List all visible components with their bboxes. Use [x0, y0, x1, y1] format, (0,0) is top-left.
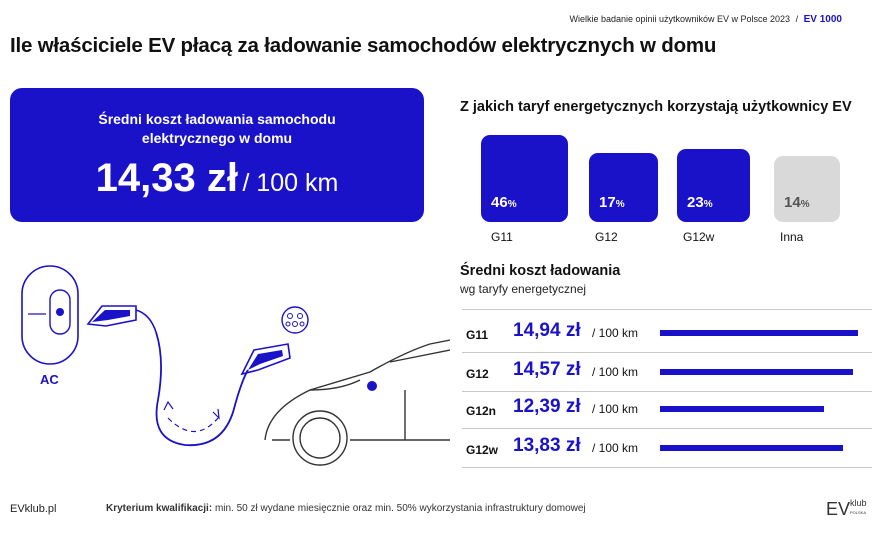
tariff-value-label: 14%: [784, 194, 810, 211]
cost-row-bar: [660, 330, 858, 336]
average-cost-label-line1: Średni koszt ładowania samochodu: [98, 111, 336, 127]
cost-chart-subtitle: wg taryfy energetycznej: [460, 282, 587, 296]
cost-row-unit: / 100 km: [592, 326, 639, 340]
cost-row-unit: / 100 km: [592, 441, 639, 455]
cost-row-value: 13,83 zł: [513, 435, 581, 456]
cost-row-tariff: G12w: [466, 443, 499, 457]
cost-row: G12w 13,83 zł / 100 km: [462, 432, 872, 468]
plug-right-icon: [240, 343, 291, 376]
cost-row: G11 14,94 zł / 100 km: [462, 317, 872, 353]
criterion-label: Kryterium kwalifikacji:: [106, 503, 213, 514]
survey-header: Wielkie badanie opinii użytkowników EV w…: [569, 14, 842, 25]
tariff-bar: [481, 135, 568, 222]
cost-row-divider: [462, 352, 872, 353]
header-separator: /: [795, 14, 799, 24]
cost-row-value: 14,94 zł: [513, 320, 581, 341]
cost-row-bar: [660, 445, 844, 451]
criterion-text: min. 50 zł wydane miesięcznie oraz min. …: [214, 503, 586, 514]
tariff-category-label: G11: [491, 230, 513, 244]
cost-row-value: 14,57 zł: [513, 359, 581, 380]
footer-site: EVklub.pl: [10, 503, 57, 515]
tariff-value-label: 23%: [687, 194, 713, 211]
charging-illustration: [21, 265, 450, 466]
average-cost-value: 14,33 zł: [95, 156, 238, 200]
cost-chart-top-divider: [462, 309, 872, 310]
average-cost-value-row: 14,33 zł / 100 km: [10, 156, 424, 201]
tariff-bar: [677, 148, 751, 222]
tariff-category-label: G12: [595, 230, 618, 244]
tariff-category-label: Inna: [780, 230, 804, 244]
survey-name: Wielkie badanie opinii użytkowników EV w…: [569, 14, 791, 24]
ac-label: AC: [40, 372, 59, 387]
tariff-value-label: 17%: [599, 194, 625, 211]
average-cost-card: Średni koszt ładowania samochodu elektry…: [10, 88, 424, 222]
car-badge-icon: [367, 381, 377, 391]
tariff-chart-title: Z jakich taryf energetycznych korzystają…: [460, 99, 852, 115]
average-cost-label: Średni koszt ładowania samochodu elektry…: [10, 110, 424, 148]
tariff-value-label: 46%: [491, 194, 517, 211]
wallbox-icon: [21, 265, 79, 365]
cost-row-bar: [660, 406, 825, 412]
tariff-category-label: G12w: [683, 230, 715, 244]
wallbox-socket-icon: [49, 289, 71, 335]
brand-label: EV 1000: [803, 14, 842, 25]
logo-word: klub: [850, 498, 867, 508]
cost-row-divider: [462, 428, 872, 429]
average-cost-label-line2: elektrycznego w domu: [141, 130, 293, 146]
cost-row-value: 12,39 zł: [513, 396, 581, 417]
cost-row: G12n 12,39 zł / 100 km: [462, 393, 872, 429]
tariff-bar: [774, 156, 840, 222]
cost-row-tariff: G11: [466, 328, 489, 342]
cost-row-divider: [462, 467, 872, 468]
cost-row: G12 14,57 zł / 100 km: [462, 356, 872, 392]
cost-row-divider: [462, 391, 872, 392]
logo-small: POLSKA: [850, 510, 866, 515]
cost-chart-title: Średni koszt ładowania: [460, 263, 621, 279]
cost-row-unit: / 100 km: [592, 402, 639, 416]
tariff-bar: [589, 153, 658, 222]
car-icon: [264, 339, 450, 466]
average-cost-unit: / 100 km: [242, 169, 339, 197]
footer-criterion: Kryterium kwalifikacji: min. 50 zł wydan…: [106, 503, 586, 514]
charging-cable: [155, 331, 249, 446]
cost-row-tariff: G12n: [466, 404, 497, 418]
cost-row-bar: [660, 369, 854, 375]
plug-left-icon: [86, 305, 157, 333]
cost-row-unit: / 100 km: [592, 365, 639, 379]
connector-type2-icon: [281, 306, 309, 334]
logo-letters: EV: [826, 499, 850, 519]
evklub-logo: EV klub POLSKA: [826, 496, 874, 527]
cost-row-tariff: G12: [466, 367, 489, 381]
page-title: Ile właściciele EV płacą za ładowanie sa…: [10, 34, 717, 57]
